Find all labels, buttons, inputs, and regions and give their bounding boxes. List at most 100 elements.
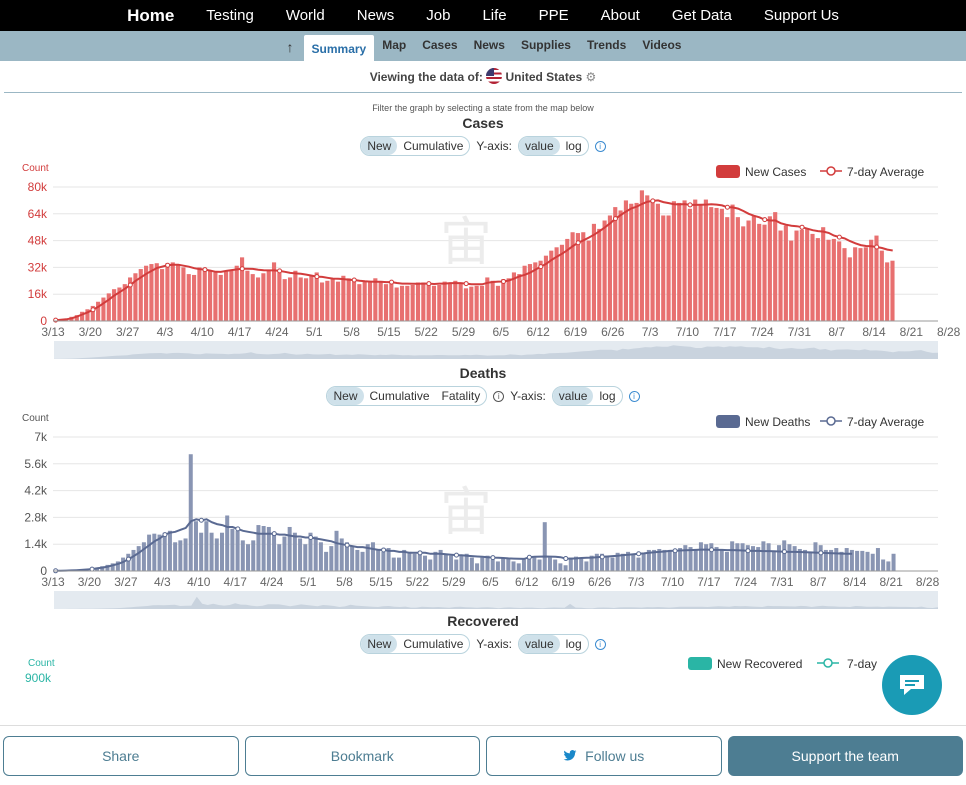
nav-support-us[interactable]: Support Us — [763, 7, 839, 24]
bar — [437, 284, 442, 321]
bar — [874, 235, 879, 321]
bar — [714, 207, 719, 321]
nav-ppe[interactable]: PPE — [538, 7, 569, 24]
bar — [693, 548, 698, 571]
nav-job[interactable]: Job — [426, 7, 451, 24]
deaths-new-button[interactable]: New — [327, 387, 364, 405]
chat-button[interactable] — [882, 655, 942, 715]
tab-news[interactable]: News — [473, 38, 505, 52]
bar — [383, 284, 389, 321]
bar — [879, 250, 884, 321]
bottom-bar: Share Bookmark Follow us Support the tea… — [0, 725, 966, 785]
average-point — [389, 279, 395, 285]
tab-cases[interactable]: Cases — [422, 38, 458, 52]
bar — [533, 262, 538, 321]
nav-get-data[interactable]: Get Data — [671, 7, 732, 24]
bar — [239, 257, 245, 321]
bar — [698, 542, 703, 571]
bar — [266, 526, 271, 571]
bar — [101, 297, 106, 321]
support-team-button[interactable]: Support the team — [727, 736, 963, 776]
scroll-up-icon[interactable]: ↑ — [286, 39, 294, 55]
deaths-value-button[interactable]: value — [552, 387, 594, 405]
bar — [746, 220, 751, 321]
bar — [766, 543, 771, 571]
tab-videos[interactable]: Videos — [642, 38, 682, 52]
bar — [121, 557, 126, 571]
x-tick-label: 5/8 — [343, 325, 360, 339]
nav-life[interactable]: Life — [482, 7, 507, 24]
bar — [199, 532, 204, 571]
nav-about[interactable]: About — [600, 7, 640, 24]
nav-news[interactable]: News — [356, 7, 395, 24]
x-tick-label: 4/3 — [154, 575, 171, 589]
bar — [303, 278, 309, 321]
gear-icon[interactable]: ⚙ — [585, 70, 597, 84]
follow-us-button[interactable]: Follow us — [486, 736, 722, 776]
recovered-log-button[interactable]: log — [565, 637, 582, 651]
cases-cumulative-button[interactable]: Cumulative — [403, 139, 464, 153]
bar — [329, 546, 334, 571]
bar — [370, 542, 375, 571]
cases-new-button[interactable]: New — [361, 137, 398, 155]
info-icon[interactable]: i — [594, 140, 606, 152]
bar — [543, 255, 549, 321]
share-button[interactable]: Share — [3, 736, 239, 776]
bar — [117, 287, 122, 321]
deaths-fatality-button[interactable]: Fatality — [441, 389, 481, 403]
bar — [745, 545, 750, 571]
deaths-log-button[interactable]: log — [599, 389, 616, 403]
bar — [453, 280, 458, 321]
recovered-cumulative-button[interactable]: Cumulative — [403, 637, 464, 651]
y-tick-label: 0 — [40, 564, 47, 578]
tab-trends[interactable]: Trends — [586, 38, 627, 52]
legend-marker — [823, 658, 833, 668]
y-tick-label: 32k — [28, 260, 48, 274]
info-icon[interactable]: i — [594, 638, 606, 650]
legend-swatch — [716, 165, 740, 178]
bar — [378, 281, 383, 321]
nav-world[interactable]: World — [285, 7, 325, 24]
info-icon[interactable]: i — [628, 390, 640, 402]
cases-value-button[interactable]: value — [518, 137, 560, 155]
tab-supplies[interactable]: Supplies — [520, 38, 571, 52]
average-point — [162, 532, 168, 538]
bar — [610, 557, 615, 571]
y-axis-label: Count — [22, 413, 49, 424]
recovered-value-button[interactable]: value — [518, 635, 560, 653]
bar — [240, 540, 245, 571]
viewing-country[interactable]: United States — [505, 70, 583, 84]
bar — [214, 538, 219, 571]
bar — [421, 282, 426, 321]
bar — [396, 557, 401, 571]
bar — [490, 280, 495, 321]
bar — [144, 265, 149, 321]
tab-map[interactable]: Map — [382, 38, 407, 52]
x-tick-label: 3/13 — [41, 575, 65, 589]
support-team-label: Support the team — [791, 748, 899, 764]
fatality-info-icon[interactable]: i — [493, 390, 505, 402]
recovered-new-button[interactable]: New — [361, 635, 398, 653]
x-tick-label: 4/17 — [224, 575, 248, 589]
bar — [183, 538, 188, 571]
bar — [516, 563, 521, 571]
bar — [341, 275, 346, 321]
average-point — [538, 264, 544, 270]
bar — [346, 278, 351, 321]
average-point — [381, 547, 387, 553]
bar — [80, 311, 85, 321]
bar — [230, 528, 235, 571]
bar — [469, 286, 474, 321]
bar — [303, 544, 308, 571]
x-tick-label: 8/28 — [916, 575, 940, 589]
bookmark-button[interactable]: Bookmark — [244, 736, 480, 776]
nav-home[interactable]: Home — [127, 5, 175, 25]
deaths-title: Deaths — [459, 365, 507, 381]
cases-log-button[interactable]: log — [565, 139, 582, 153]
deaths-cumulative-button[interactable]: Cumulative — [369, 389, 430, 403]
bar — [90, 305, 95, 321]
bar — [558, 563, 563, 571]
nav-testing[interactable]: Testing — [206, 7, 254, 24]
y-axis-label: Count — [22, 163, 49, 174]
tab-summary[interactable]: Summary — [303, 35, 375, 61]
